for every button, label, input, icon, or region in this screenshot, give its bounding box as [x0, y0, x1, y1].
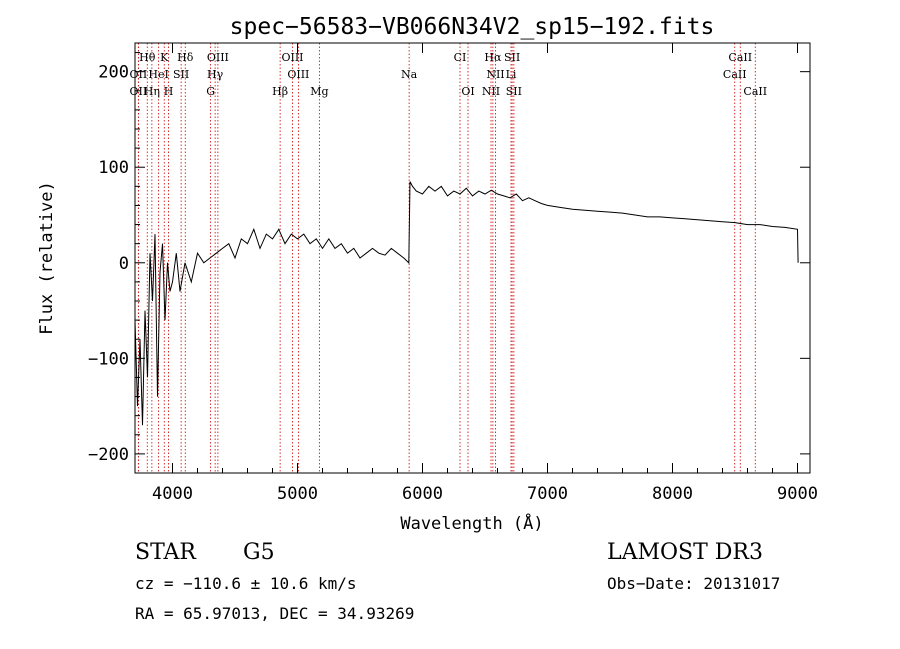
- line-label-11: SII: [173, 68, 189, 81]
- line-label-3: OIII: [207, 51, 229, 64]
- line-label-27: CaII: [743, 85, 767, 98]
- line-label-19: Hη: [144, 85, 160, 98]
- line-label-5: CI: [454, 51, 467, 64]
- survey-name: LAMOST DR3: [607, 540, 763, 565]
- y-tick-label-100: 100: [98, 158, 129, 178]
- plot-frame: [134, 42, 811, 474]
- line-label-12: Hγ: [207, 68, 224, 81]
- x-axis-label: Wavelength (Å): [400, 512, 543, 534]
- line-label-20: H: [164, 85, 174, 98]
- line-label-25: NII: [482, 85, 500, 98]
- line-label-13: OIII: [287, 68, 309, 81]
- line-label-2: Hδ: [177, 51, 194, 64]
- line-label-16: Li: [506, 68, 517, 81]
- spectral-subclass: G5: [243, 540, 275, 565]
- observation-date: Obs−Date: 20131017: [607, 574, 781, 593]
- x-tick-label-7000: 7000: [527, 484, 568, 504]
- y-axis-label: Flux (relative): [37, 181, 57, 335]
- line-label-22: Hβ: [272, 85, 288, 98]
- object-class: STAR: [135, 540, 196, 565]
- line-label-15: NII: [486, 68, 504, 81]
- y-tick-label-200: 200: [98, 63, 129, 83]
- emission-line-markers: [137, 43, 756, 473]
- axes: 4000 5000 6000 7000 8000 9000 −200 −100 0 100 200: [88, 43, 818, 504]
- spectrum-trace: [134, 181, 799, 426]
- redshift-cz: cz = −110.6 ± 10.6 km/s: [135, 574, 357, 593]
- line-label-14: Na: [401, 68, 418, 81]
- coordinates: RA = 65.97013, DEC = 34.93269: [135, 604, 415, 623]
- line-label-9: OII: [130, 68, 148, 81]
- x-tick-label-5000: 5000: [277, 484, 318, 504]
- x-tick-label-6000: 6000: [402, 484, 443, 504]
- line-label-10: HeI: [148, 68, 168, 81]
- y-tick-label--200: −200: [88, 445, 129, 465]
- line-label-8: CaII: [728, 51, 752, 64]
- line-label-21: G: [206, 85, 215, 98]
- x-tick-label-8000: 8000: [652, 484, 693, 504]
- line-label-4: OIII: [281, 51, 303, 64]
- line-label-0: Hθ: [139, 51, 156, 64]
- line-label-18: OII: [130, 85, 148, 98]
- line-label-24: OI: [461, 85, 474, 98]
- chart-title: spec−56583−VB066N34V2_sp15−192.fits: [230, 14, 715, 40]
- line-label-17: CaII: [723, 68, 747, 81]
- x-tick-label-4000: 4000: [152, 484, 193, 504]
- line-label-26: SII: [506, 85, 522, 98]
- line-label-6: Hα: [484, 51, 502, 64]
- y-tick-label-0: 0: [119, 254, 129, 274]
- line-label-1: K: [160, 51, 169, 64]
- x-tick-label-9000: 9000: [777, 484, 818, 504]
- line-label-7: SII: [504, 51, 520, 64]
- y-tick-label--100: −100: [88, 349, 129, 369]
- line-label-23: Mg: [310, 85, 328, 98]
